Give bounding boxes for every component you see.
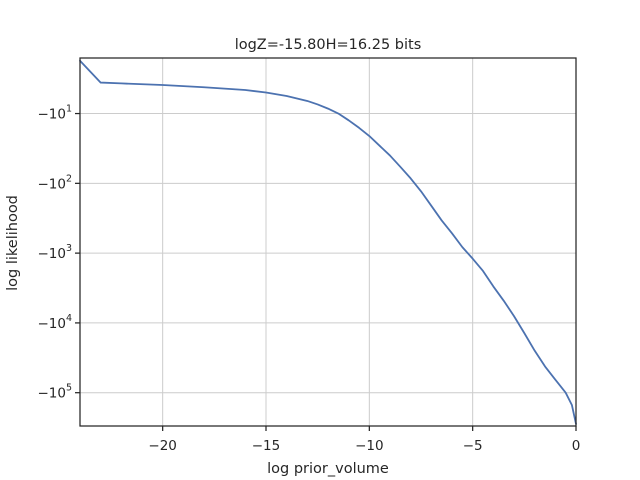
grid-lines [80, 58, 577, 426]
y-tick-label: −104 [37, 313, 72, 332]
y-axis-label: log likelihood [5, 195, 21, 291]
y-tick-label: −101 [37, 104, 72, 123]
x-tick-label: −10 [355, 438, 384, 454]
x-axis: −20 −15 −10 −5 0 [148, 426, 580, 454]
x-tick-label: −15 [252, 438, 281, 454]
series-line [79, 59, 577, 425]
x-tick-label: −20 [148, 438, 177, 454]
x-axis-label: log prior_volume [267, 461, 389, 477]
chart-title: logZ=-15.80H=16.25 bits [235, 37, 422, 53]
y-axis: −101 −102 −103 −104 −105 [37, 104, 80, 402]
x-tick-label: 0 [572, 438, 581, 454]
x-tick-label: −5 [463, 438, 483, 454]
y-tick-label: −102 [37, 173, 72, 192]
y-tick-label: −103 [37, 243, 72, 262]
y-tick-label: −105 [37, 383, 72, 402]
plot-area [79, 59, 577, 425]
axes-frame [79, 57, 577, 427]
